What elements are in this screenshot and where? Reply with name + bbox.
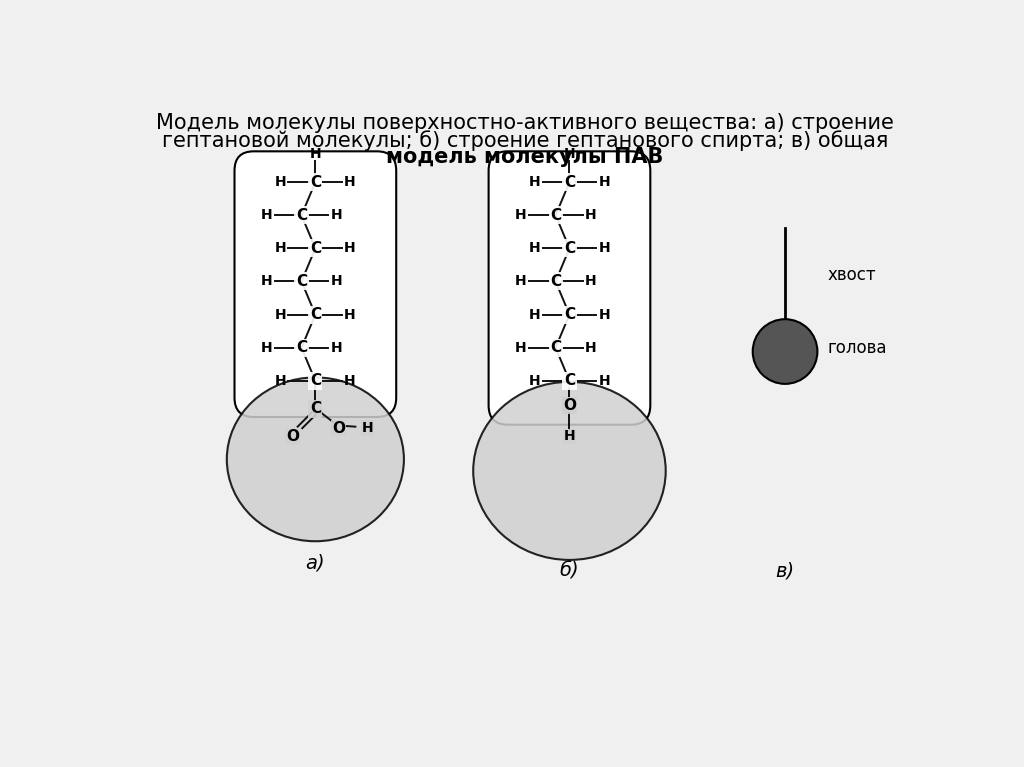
Text: H: H — [274, 242, 287, 255]
Text: C: C — [550, 341, 561, 355]
Text: H: H — [529, 242, 541, 255]
Text: H: H — [598, 308, 610, 321]
Text: H: H — [274, 175, 287, 189]
Text: б): б) — [560, 561, 580, 581]
FancyBboxPatch shape — [488, 151, 650, 425]
Text: H: H — [361, 421, 374, 435]
Text: H: H — [331, 275, 342, 288]
Ellipse shape — [473, 382, 666, 560]
Text: H: H — [585, 208, 596, 222]
Text: H: H — [261, 341, 272, 354]
Text: H: H — [515, 208, 526, 222]
Text: H: H — [515, 275, 526, 288]
Text: H: H — [261, 275, 272, 288]
Text: C: C — [564, 241, 575, 256]
Text: O: O — [563, 398, 575, 413]
Text: модель молекулы ПАВ: модель молекулы ПАВ — [386, 146, 664, 166]
Circle shape — [753, 319, 817, 384]
Text: H: H — [598, 175, 610, 189]
Text: H: H — [598, 242, 610, 255]
Text: H: H — [261, 208, 272, 222]
Text: H: H — [515, 341, 526, 354]
Text: C: C — [296, 341, 307, 355]
FancyBboxPatch shape — [234, 151, 396, 417]
Text: O: O — [332, 420, 345, 436]
Text: C: C — [550, 208, 561, 222]
Text: H: H — [331, 341, 342, 354]
Text: O: O — [286, 430, 299, 444]
Text: голова: голова — [827, 339, 887, 357]
Text: C: C — [310, 374, 321, 388]
Text: C: C — [564, 175, 575, 189]
Text: а): а) — [305, 554, 326, 573]
Text: H: H — [344, 242, 355, 255]
Text: C: C — [564, 307, 575, 322]
Text: хвост: хвост — [827, 265, 877, 284]
Text: H: H — [344, 175, 355, 189]
Text: H: H — [585, 275, 596, 288]
Text: H: H — [344, 308, 355, 321]
Text: Модель молекулы поверхностно-активного вещества: а) строение: Модель молекулы поверхностно-активного в… — [156, 113, 894, 133]
Text: H: H — [309, 147, 322, 161]
Text: H: H — [529, 308, 541, 321]
Text: C: C — [310, 307, 321, 322]
Text: C: C — [310, 401, 321, 416]
Text: C: C — [310, 241, 321, 256]
Ellipse shape — [226, 377, 403, 542]
Text: H: H — [529, 175, 541, 189]
Text: гептановой молекулы; б) строение гептанового спирта; в) общая: гептановой молекулы; б) строение гептано… — [162, 130, 888, 150]
Text: в): в) — [775, 561, 795, 581]
Text: H: H — [598, 374, 610, 388]
Text: H: H — [563, 147, 575, 161]
Text: C: C — [296, 274, 307, 289]
Text: C: C — [296, 208, 307, 222]
Text: H: H — [344, 374, 355, 388]
Text: H: H — [331, 208, 342, 222]
Text: H: H — [529, 374, 541, 388]
Text: C: C — [550, 274, 561, 289]
Text: C: C — [564, 374, 575, 388]
Text: H: H — [563, 430, 575, 443]
Text: H: H — [274, 374, 287, 388]
Text: C: C — [310, 175, 321, 189]
Text: H: H — [274, 308, 287, 321]
Text: H: H — [585, 341, 596, 354]
